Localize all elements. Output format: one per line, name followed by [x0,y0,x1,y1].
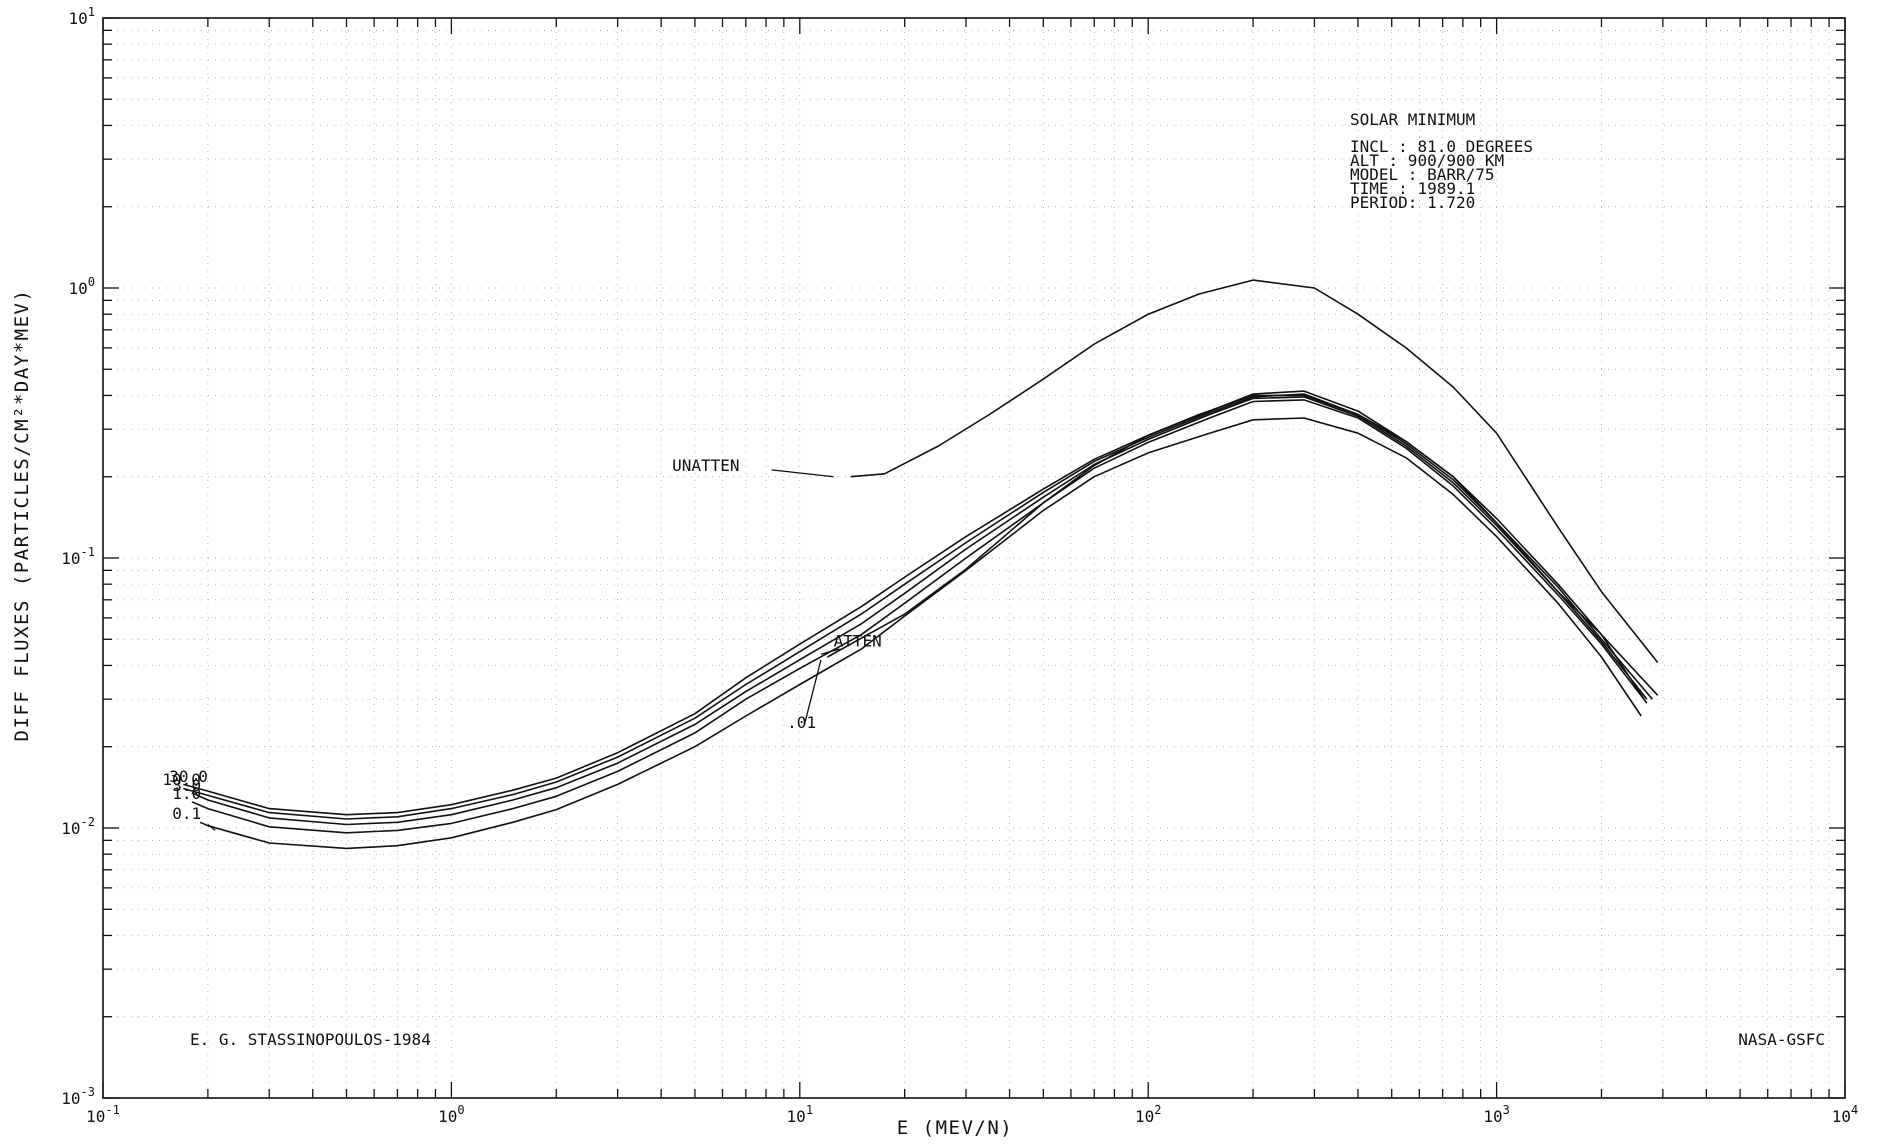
info-row-value: 1.720 [1417,193,1475,212]
info-row: TIME : 1989.1 [1350,179,1475,198]
x-tick-label: 100 [438,1103,465,1126]
curve-label: 3.0 [172,776,201,795]
info-row-key: ALT [1350,151,1389,170]
series-line-0-1 [199,417,1642,850]
curve-label: 10.0 [162,770,201,789]
info-row-colon: : [1398,179,1408,198]
info-row: ALT : 900/900 KM [1350,151,1504,170]
x-tick-label: 102 [1135,1103,1162,1126]
x-tick-label: 103 [1483,1103,1510,1126]
info-row: PERIOD: 1.720 [1350,193,1475,212]
label-layer: UNATTEN ATTEN .01 30.010.03.01.00.1 [162,456,882,831]
y-tick-label: 100 [69,275,96,298]
curve-label: UNATTEN [672,456,739,475]
curve-label: 1.0 [172,784,201,803]
info-row-value: BARR/75 [1417,165,1494,184]
curve-label: 30.0 [169,767,208,786]
info-row-value: 81.0 DEGREES [1408,137,1533,156]
x-tick-label: 101 [787,1103,814,1126]
grid-layer [103,18,1845,1098]
agency-credit: NASA-GSFC [1738,1030,1825,1049]
author-credit: E. G. STASSINOPOULOS-1984 [190,1030,431,1049]
curve-label: 0.1 [172,804,201,823]
curve-label: ATTEN [834,632,882,651]
info-row-key: PERIOD [1350,193,1408,212]
info-row-key: INCL [1350,137,1398,156]
y-tick-label: 10-2 [61,815,95,838]
info-row-key: TIME [1350,179,1398,198]
label-leader-line [820,648,840,655]
y-tick-label: 101 [69,5,96,28]
series-line-1-0 [191,399,1648,834]
info-row-colon: : [1408,165,1418,184]
info-row-key: MODEL [1350,165,1408,184]
info-heading: SOLAR MINIMUM [1350,110,1475,129]
series-line-10-0 [183,393,1654,820]
info-row-colon: : [1398,137,1408,156]
info-row-colon: : [1408,193,1418,212]
label-leader-line [771,469,834,478]
info-row: MODEL : BARR/75 [1350,165,1495,184]
label-leader-line [803,659,822,726]
plot-frame [102,17,1846,1099]
x-tick-label: 10-1 [86,1103,120,1126]
series-line-atten [827,394,1645,700]
info-row-value: 900/900 KM [1398,151,1504,170]
series-layer [183,279,1659,850]
x-tick-label: 104 [1832,1103,1859,1126]
info-row-value: 1989.1 [1408,179,1475,198]
y-tick-label: 10-3 [61,1085,95,1108]
curve-label: .01 [787,713,816,732]
series-line-unatten [850,279,1659,663]
x-axis-label: E (MEV/N) [897,1117,1013,1139]
series-line-30-0 [183,390,1659,816]
tick-layer: 10-1 100 101 102 103 104 10-3 10-2 10-1 100 101 [61,5,1858,1126]
y-axis-label: DIFF FLUXES (PARTICLES/CM²*DAY*MEV) [11,289,33,742]
label-leader-line [207,824,216,831]
info-row: INCL : 81.0 DEGREES [1350,137,1533,156]
series-line-3-0 [191,396,1648,826]
info-row-colon: : [1389,151,1399,170]
y-tick-label: 10-1 [61,545,95,568]
